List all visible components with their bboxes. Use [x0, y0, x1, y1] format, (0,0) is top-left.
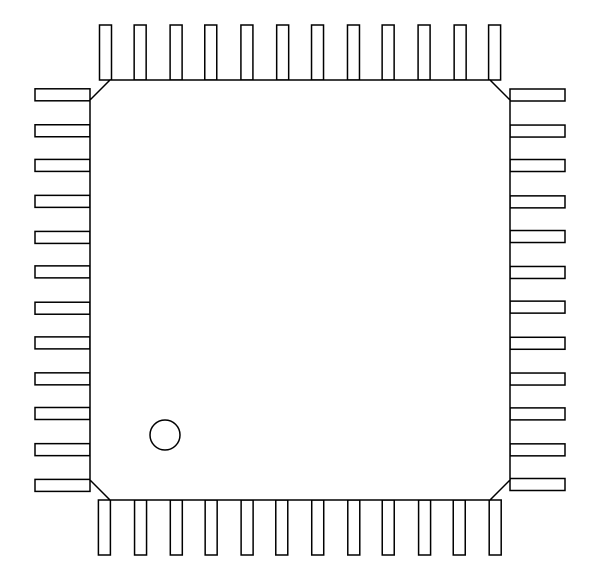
pin-right	[510, 337, 565, 349]
pin-left	[35, 302, 90, 314]
pin-top	[312, 25, 324, 80]
pin-bottom	[241, 500, 253, 555]
pin-bottom	[348, 500, 360, 555]
pin-bottom	[419, 500, 431, 555]
pin-top	[170, 25, 182, 80]
pin-right	[510, 373, 565, 385]
qfp-diagram	[0, 0, 600, 580]
pin-top	[489, 25, 501, 80]
pin-left	[35, 159, 90, 171]
pin-left	[35, 479, 90, 491]
pin-bottom	[453, 500, 465, 555]
pin1-marker	[150, 420, 180, 450]
pin-left	[35, 444, 90, 456]
pin-right	[510, 125, 565, 137]
pin-top	[277, 25, 289, 80]
pin-left	[35, 337, 90, 349]
pin-left	[35, 195, 90, 207]
pin-left	[35, 89, 90, 101]
pin-left	[35, 125, 90, 137]
pin-right	[510, 196, 565, 208]
pin-top	[205, 25, 217, 80]
pin-right	[510, 160, 565, 172]
pin-left	[35, 373, 90, 385]
pin-bottom	[170, 500, 182, 555]
pin-left	[35, 231, 90, 243]
pin-right	[510, 266, 565, 278]
pin-bottom	[489, 500, 501, 555]
pin-right	[510, 231, 565, 243]
pin-right	[510, 301, 565, 313]
pin-right	[510, 479, 565, 491]
pin-right	[510, 408, 565, 420]
pin-top	[347, 25, 359, 80]
pin-top	[382, 25, 394, 80]
pin-left	[35, 266, 90, 278]
pin-bottom	[276, 500, 288, 555]
pin-top	[100, 25, 112, 80]
pin-right	[510, 444, 565, 456]
pin-bottom	[312, 500, 324, 555]
pin-bottom	[382, 500, 394, 555]
pin-left	[35, 407, 90, 419]
pin-top	[418, 25, 430, 80]
pin-bottom	[135, 500, 147, 555]
pin-bottom	[205, 500, 217, 555]
pin-top	[454, 25, 466, 80]
pin-top	[134, 25, 146, 80]
pin-top	[241, 25, 253, 80]
qfp-svg	[0, 0, 600, 580]
pin-right	[510, 89, 565, 101]
pin-bottom	[98, 500, 110, 555]
